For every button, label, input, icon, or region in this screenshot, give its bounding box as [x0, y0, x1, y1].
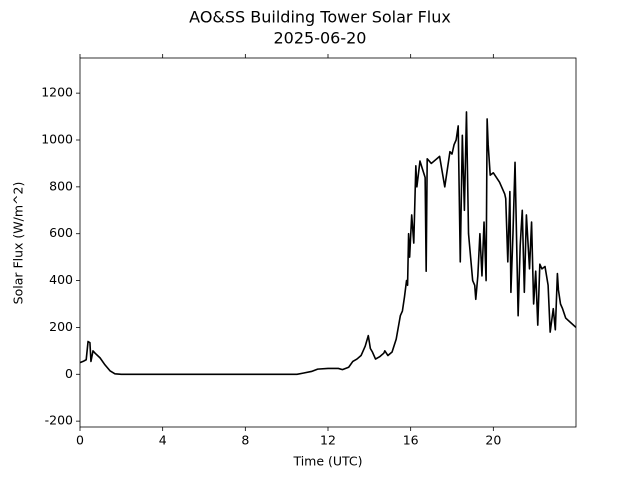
y-tick-label: 600	[49, 225, 73, 240]
y-tick-label: 800	[49, 178, 73, 193]
x-tick-label: 12	[320, 433, 336, 448]
x-tick-label: 8	[241, 433, 249, 448]
x-tick-label: 0	[76, 433, 84, 448]
y-tick-label: 200	[49, 319, 73, 334]
y-tick-label: 0	[65, 366, 73, 381]
data-line	[80, 111, 576, 376]
x-axis-label: Time (UTC)	[292, 454, 362, 469]
x-tick-label: 16	[403, 433, 419, 448]
x-tick-label: 20	[485, 433, 501, 448]
plot-frame	[79, 57, 577, 428]
x-tick-label: 4	[159, 433, 167, 448]
chart-title: AO&SS Building Tower Solar Flux	[189, 8, 451, 27]
y-tick-label: 400	[49, 272, 73, 287]
y-tick-label: 1200	[41, 85, 73, 100]
y-tick-label: 1000	[41, 132, 73, 147]
y-tick-label: -200	[45, 413, 73, 428]
chart-subtitle: 2025-06-20	[274, 29, 367, 48]
y-axis-label: Solar Flux (W/m^2)	[11, 182, 26, 305]
